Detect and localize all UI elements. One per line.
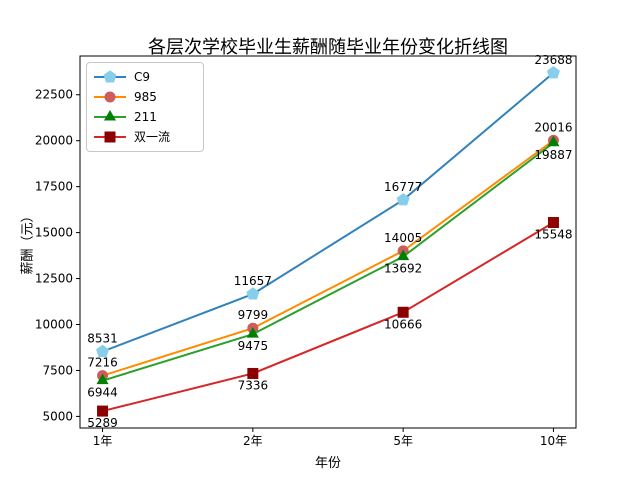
legend-marker-双一流 bbox=[104, 131, 116, 143]
data-point-label-双一流: 15548 bbox=[534, 228, 572, 242]
series-line-双一流 bbox=[102, 221, 554, 413]
y-tick-label: 10000 bbox=[35, 318, 73, 332]
x-tick-label: 10年 bbox=[540, 434, 567, 448]
legend-label: 双一流 bbox=[134, 130, 171, 144]
data-point-marker-双一流 bbox=[397, 306, 409, 318]
x-axis-label: 年份 bbox=[314, 456, 342, 471]
data-point-marker-C9 bbox=[396, 193, 410, 206]
data-point-marker-双一流 bbox=[97, 405, 109, 417]
data-point-label-C9: 16777 bbox=[384, 180, 422, 194]
legend-marker-211 bbox=[103, 110, 117, 121]
series-line-211 bbox=[102, 141, 555, 382]
y-axis-label: 薪酬（元） bbox=[20, 209, 36, 275]
x-tick-label: 2年 bbox=[243, 434, 263, 448]
data-point-marker-211 bbox=[547, 135, 560, 147]
data-point-label-C9: 23688 bbox=[534, 53, 572, 67]
y-tick-label: 15000 bbox=[35, 226, 73, 240]
data-point-marker-211 bbox=[246, 327, 259, 338]
series-line-C9 bbox=[102, 72, 555, 353]
legend-label: 985 bbox=[134, 90, 157, 104]
x-tick-label: 5年 bbox=[393, 434, 413, 448]
legend-item-211: 211 bbox=[87, 107, 203, 127]
series-line-985 bbox=[102, 139, 555, 377]
data-point-label-211: 19887 bbox=[534, 148, 572, 162]
legend-marker-C9 bbox=[103, 70, 117, 83]
legend-marker-icon-211 bbox=[94, 110, 126, 121]
data-point-label-211: 9475 bbox=[238, 339, 269, 353]
legend-marker-icon-C9 bbox=[94, 70, 126, 83]
data-point-label-C9: 11657 bbox=[234, 274, 272, 288]
legend-label: C9 bbox=[134, 70, 151, 84]
data-point-label-双一流: 7336 bbox=[238, 378, 269, 392]
legend-marker-icon-双一流 bbox=[94, 131, 126, 143]
legend-label: 211 bbox=[134, 110, 157, 124]
y-tick-label: 22500 bbox=[35, 88, 73, 102]
data-point-marker-C9 bbox=[96, 344, 110, 358]
legend-item-985: 985 bbox=[87, 87, 203, 107]
data-point-marker-双一流 bbox=[547, 217, 559, 229]
legend-item-双一流: 双一流 bbox=[87, 127, 203, 147]
legend: C9 985 211 双一流 bbox=[86, 62, 204, 152]
data-point-label-985: 7216 bbox=[87, 356, 118, 370]
legend-marker-icon-985 bbox=[94, 91, 126, 103]
legend-item-C9: C9 bbox=[87, 67, 203, 87]
data-point-marker-211 bbox=[96, 373, 109, 385]
axes-frame bbox=[79, 55, 577, 429]
data-point-label-211: 6944 bbox=[87, 386, 118, 400]
y-tick-label: 12500 bbox=[35, 272, 73, 286]
y-tick-label: 20000 bbox=[35, 134, 73, 148]
y-tick-label: 17500 bbox=[35, 180, 73, 194]
y-tick-label: 5000 bbox=[42, 409, 73, 423]
legend-marker-985 bbox=[104, 91, 116, 103]
data-point-label-985: 20016 bbox=[534, 120, 572, 134]
chart-title: 各层次学校毕业生薪酬随毕业年份变化折线图 bbox=[148, 37, 508, 58]
data-point-label-双一流: 10666 bbox=[384, 317, 422, 331]
data-point-label-211: 13692 bbox=[384, 262, 422, 276]
data-point-marker-C9 bbox=[246, 287, 260, 300]
x-tick-label: 1年 bbox=[93, 434, 113, 448]
data-point-label-C9: 8531 bbox=[87, 332, 118, 346]
data-point-label-985: 9799 bbox=[238, 308, 269, 322]
data-point-marker-双一流 bbox=[247, 367, 259, 379]
data-point-marker-C9 bbox=[546, 66, 560, 79]
data-point-label-985: 14005 bbox=[384, 231, 422, 245]
data-point-marker-211 bbox=[397, 249, 410, 261]
data-point-label-双一流: 5289 bbox=[87, 416, 118, 430]
y-tick-label: 7500 bbox=[42, 363, 73, 377]
